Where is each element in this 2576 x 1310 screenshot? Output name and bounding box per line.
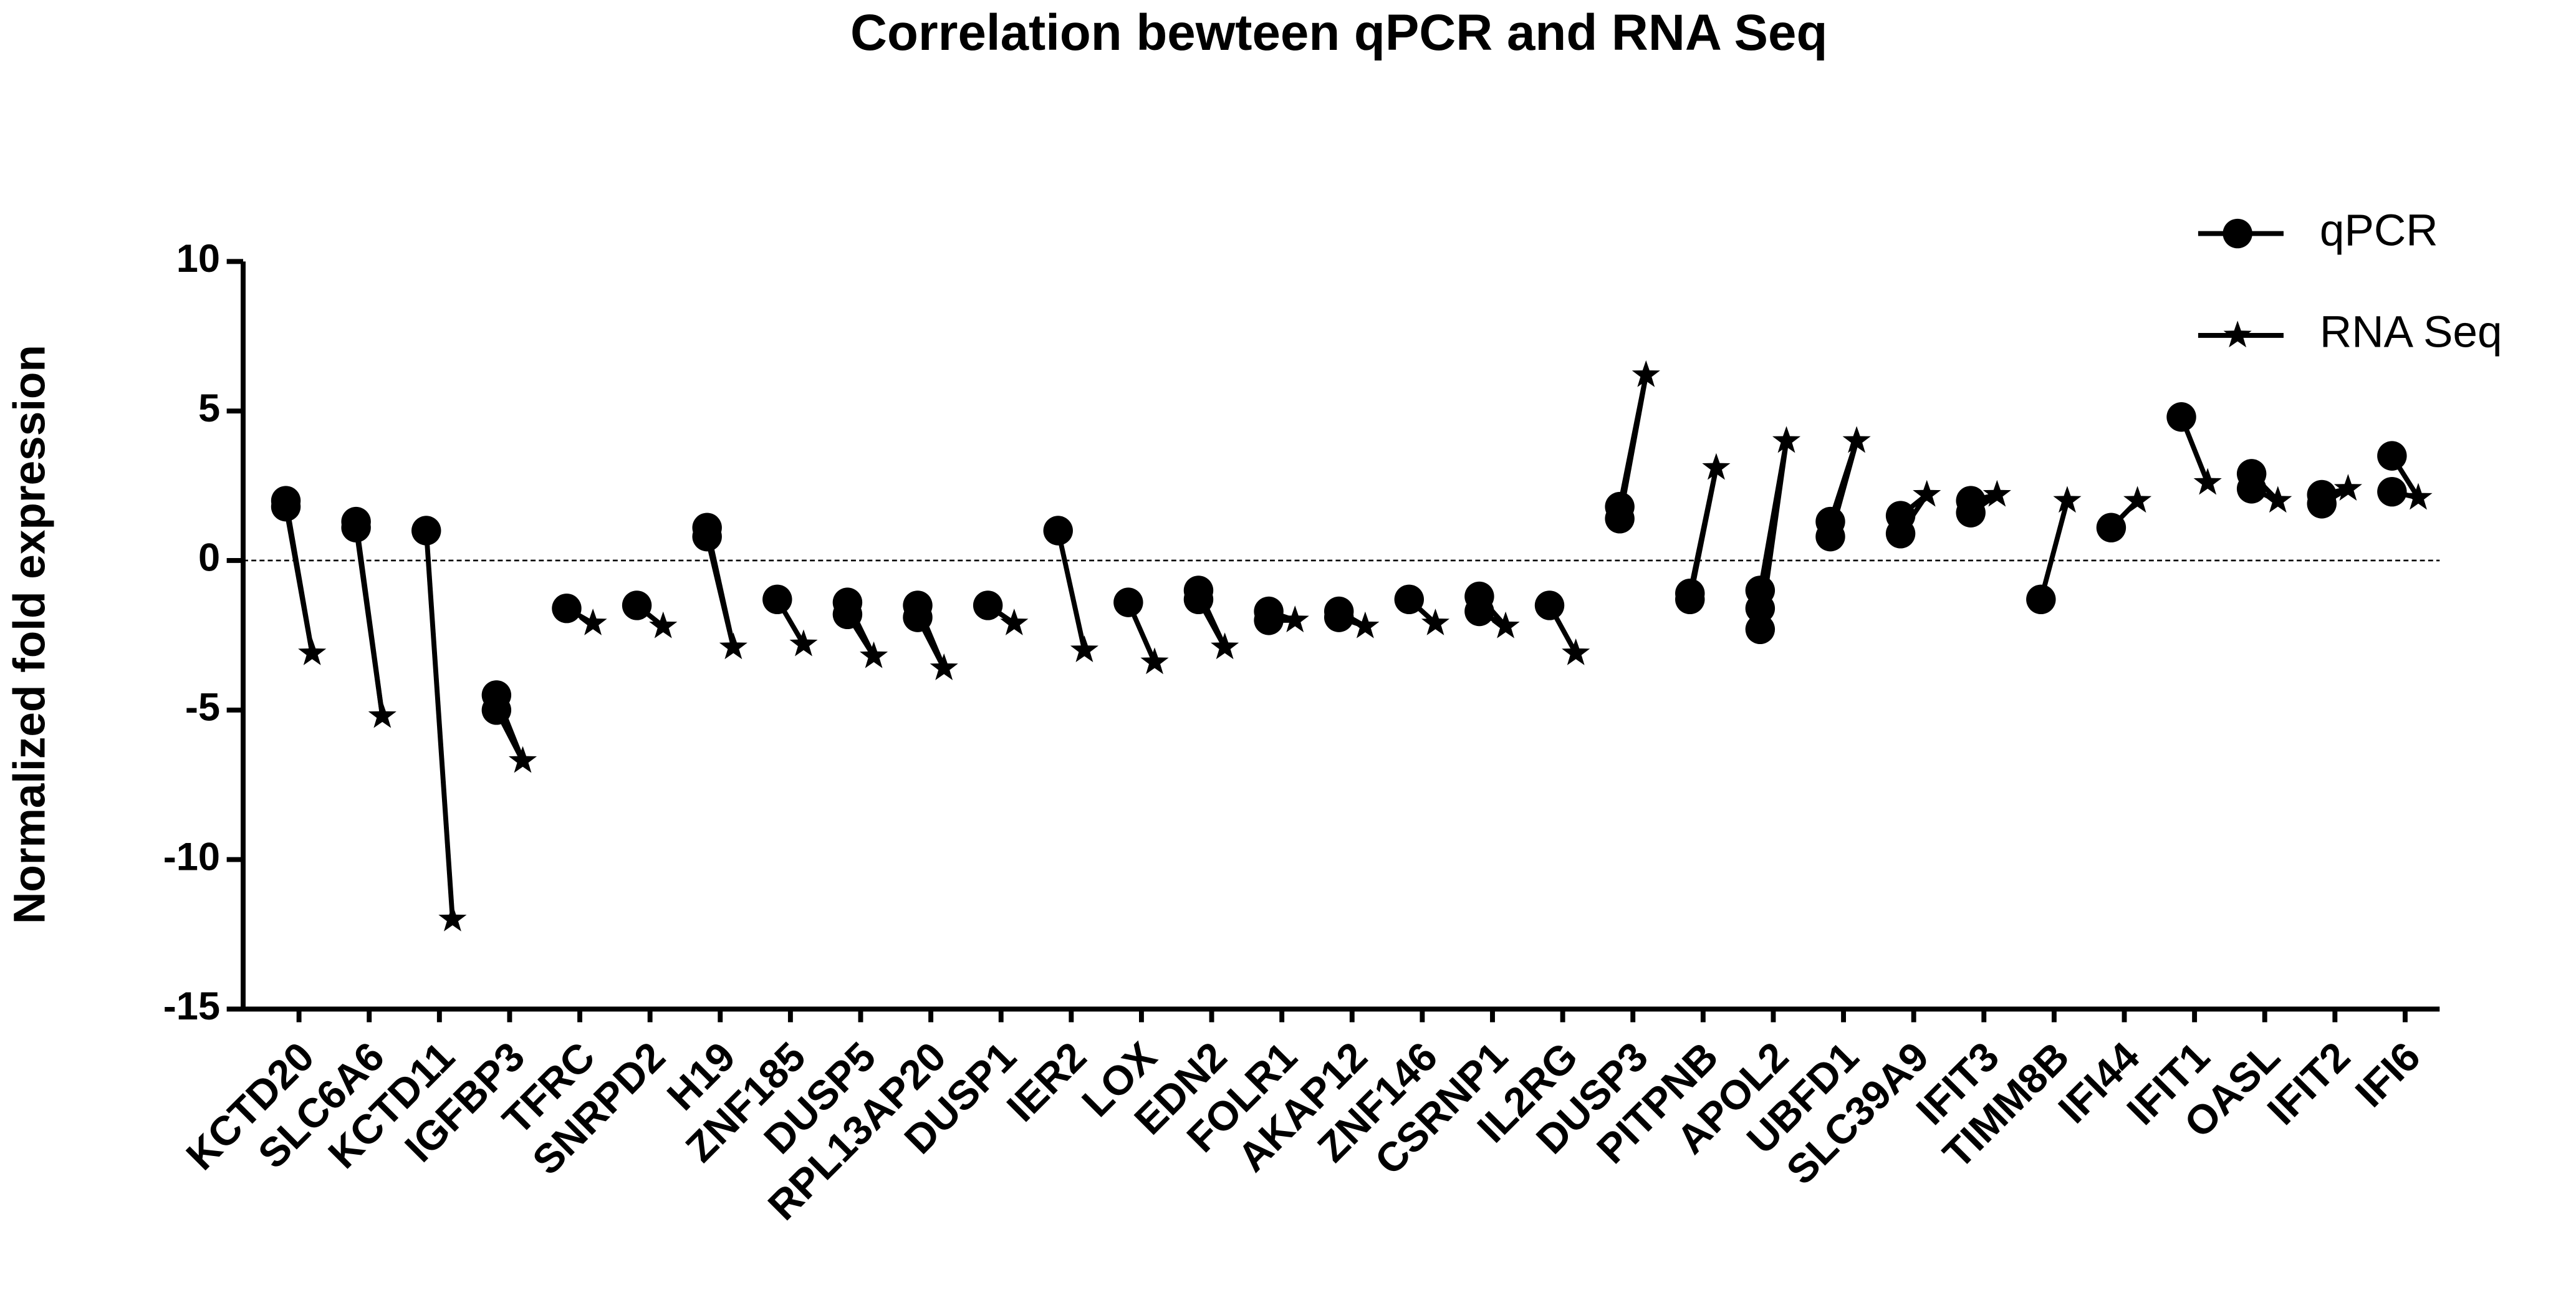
qpcr-point (1534, 590, 1565, 620)
qpcr-point (1324, 602, 1354, 632)
qpcr-point (2096, 513, 2127, 542)
qpcr-point (2166, 402, 2196, 432)
y-tick-label: -10 (163, 835, 220, 879)
connector (2038, 500, 2070, 600)
rnaseq-point (2264, 486, 2292, 513)
y-tick-label: -15 (163, 985, 220, 1028)
qpcr-point (1043, 516, 1073, 546)
rnaseq-point (2123, 486, 2152, 513)
rnaseq-point (1491, 611, 1520, 638)
rnaseq-point (1351, 611, 1380, 638)
qpcr-point (1745, 614, 1776, 645)
qpcr-point (1464, 596, 1494, 627)
rnaseq-point (1913, 479, 1941, 507)
qpcr-point (2377, 441, 2407, 471)
rnaseq-point (2053, 486, 2082, 513)
qpcr-point (1394, 584, 1425, 615)
rnaseq-point (1632, 360, 1660, 387)
x-tick-label: IFI6 (2346, 1033, 2429, 1116)
rnaseq-point (1982, 479, 2011, 507)
rnaseq-point (930, 653, 958, 680)
x-tick-label: IER2 (997, 1033, 1095, 1130)
connector (1055, 530, 1087, 651)
qpcr-point (1183, 584, 1214, 615)
rnaseq-point (579, 608, 607, 635)
y-axis-label: Normalized fold expression (6, 345, 55, 924)
qpcr-point (481, 695, 512, 725)
rnaseq-point (789, 629, 818, 657)
qpcr-point (1956, 498, 1986, 527)
qpcr-point (1885, 519, 1916, 549)
qpcr-point (1254, 605, 1284, 635)
rnaseq-point (2404, 483, 2433, 510)
rnaseq-point (368, 701, 396, 728)
rnaseq-point (1000, 608, 1029, 635)
connector (353, 527, 385, 716)
qpcr-point (2377, 476, 2407, 507)
connector (423, 530, 455, 920)
rnaseq-point (1070, 635, 1098, 663)
qpcr-point (271, 491, 301, 522)
x-tick-label: IFI44 (2049, 1033, 2148, 1132)
connector (1687, 467, 1719, 600)
connector (283, 506, 315, 654)
qpcr-point (1113, 587, 1143, 617)
rnaseq-point (719, 632, 747, 660)
rnaseq-point (1281, 605, 1309, 633)
y-tick-label: -5 (185, 685, 220, 729)
rnaseq-point (508, 746, 537, 773)
qpcr-point (552, 593, 582, 624)
qpcr-point (832, 599, 863, 630)
qpcr-point (411, 516, 441, 546)
qpcr-point (622, 590, 652, 620)
qpcr-point (2236, 474, 2267, 504)
qpcr-point (2026, 584, 2056, 615)
qpcr-point (1815, 521, 1845, 552)
qpcr-point (1745, 593, 1776, 624)
qpcr-point (973, 590, 1003, 620)
rnaseq-point (1421, 608, 1450, 635)
rnaseq-point (1772, 426, 1801, 453)
qpcr-point (341, 513, 371, 542)
legend-marker (2223, 320, 2252, 348)
qpcr-point (2307, 489, 2337, 519)
qpcr-point (1675, 584, 1705, 615)
legend-label: RNA Seq (2320, 308, 2502, 357)
rnaseq-point (2193, 468, 2222, 495)
rnaseq-point (1562, 638, 1590, 665)
x-tick-label: IFIT2 (2258, 1033, 2358, 1134)
y-tick-label: 5 (198, 387, 220, 430)
qpcr-point (762, 584, 792, 615)
qpcr-point (903, 602, 933, 632)
rnaseq-point (1211, 632, 1239, 660)
rnaseq-point (1702, 453, 1731, 480)
rnaseq-point (860, 641, 888, 668)
rnaseq-point (1140, 647, 1169, 675)
legend-marker (2223, 218, 2252, 249)
y-tick-label: 0 (198, 536, 220, 580)
rnaseq-point (649, 611, 678, 638)
rnaseq-point (1842, 426, 1871, 453)
qpcr-point (692, 521, 722, 552)
chart-title: Correlation bewteen qPCR and RNA Seq (850, 4, 1827, 61)
connector (704, 536, 736, 648)
legend-label: qPCR (2320, 206, 2438, 255)
rnaseq-point (2333, 474, 2362, 501)
rnaseq-point (438, 904, 467, 932)
qpcr-point (1605, 504, 1635, 534)
rnaseq-point (298, 638, 327, 665)
y-tick-label: 10 (176, 237, 220, 281)
